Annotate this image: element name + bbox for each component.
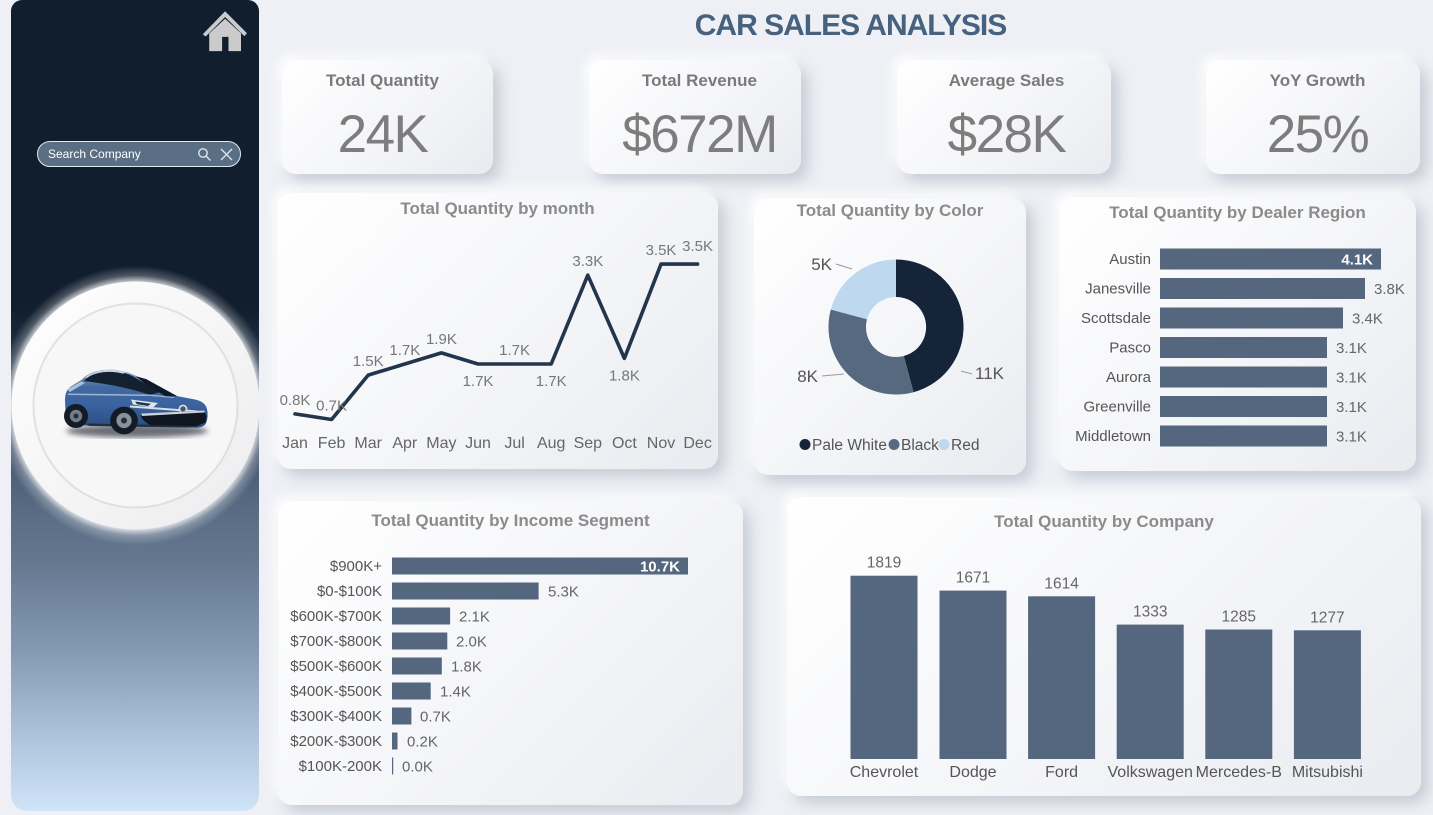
svg-text:Dodge: Dodge [949,764,996,781]
svg-text:0.2K: 0.2K [407,734,438,751]
svg-text:3.1K: 3.1K [1336,399,1367,416]
svg-text:$200K-$300K: $200K-$300K [290,733,382,750]
svg-text:1671: 1671 [956,570,990,587]
svg-text:1.4K: 1.4K [440,684,471,701]
svg-text:$900K+: $900K+ [330,558,382,575]
svg-text:11K: 11K [975,364,1005,383]
svg-text:1277: 1277 [1310,609,1344,626]
svg-text:1.7K: 1.7K [463,373,494,390]
svg-text:Volkswagen: Volkswagen [1108,764,1193,781]
svg-text:1285: 1285 [1222,609,1256,626]
svg-text:Scottsdale: Scottsdale [1081,310,1151,327]
svg-text:3.5K: 3.5K [682,238,713,255]
svg-text:1.7K: 1.7K [499,342,530,359]
svg-text:3.3K: 3.3K [572,253,603,270]
svg-text:Jan: Jan [282,435,308,452]
svg-text:Ford: Ford [1045,764,1078,781]
svg-text:5.3K: 5.3K [548,584,579,601]
svg-text:Mercedes-B: Mercedes-B [1196,764,1282,781]
svg-text:5K: 5K [811,255,832,274]
svg-text:$300K-$400K: $300K-$400K [290,708,382,725]
svg-text:3.1K: 3.1K [1336,370,1367,387]
svg-text:1.8K: 1.8K [451,659,482,676]
svg-text:Pale White: Pale White [812,437,887,454]
svg-text:Jun: Jun [465,435,491,452]
svg-text:Aurora: Aurora [1106,369,1152,386]
svg-text:Black: Black [901,437,939,454]
svg-text:2.1K: 2.1K [459,609,490,626]
svg-text:0.0K: 0.0K [402,759,433,776]
svg-text:3.1K: 3.1K [1336,429,1367,446]
svg-text:Jul: Jul [504,435,524,452]
svg-text:Dec: Dec [683,435,711,452]
svg-text:Chevrolet: Chevrolet [850,764,919,781]
svg-text:Pasco: Pasco [1109,340,1151,357]
svg-text:Aug: Aug [537,435,565,452]
svg-text:1819: 1819 [867,555,901,572]
svg-text:1333: 1333 [1133,604,1167,621]
svg-text:Nov: Nov [647,435,675,452]
svg-text:0.7K: 0.7K [316,398,347,415]
svg-text:2.0K: 2.0K [456,634,487,651]
svg-text:0.7K: 0.7K [420,709,451,726]
svg-text:Apr: Apr [392,435,418,452]
svg-text:4.1K: 4.1K [1341,252,1373,269]
svg-text:1.7K: 1.7K [389,342,420,359]
svg-text:1614: 1614 [1044,575,1079,592]
svg-text:$700K-$800K: $700K-$800K [290,633,382,650]
svg-text:1.9K: 1.9K [426,331,457,348]
svg-text:3.4K: 3.4K [1352,311,1383,328]
svg-text:Red: Red [951,437,979,454]
svg-text:$0-$100K: $0-$100K [317,583,382,600]
svg-text:Middletown: Middletown [1075,428,1151,445]
svg-text:10.7K: 10.7K [640,559,680,576]
svg-text:$100K-200K: $100K-200K [299,758,382,775]
svg-text:3.5K: 3.5K [646,242,677,259]
svg-text:$600K-$700K: $600K-$700K [290,608,382,625]
svg-text:Janesville: Janesville [1085,281,1151,298]
svg-text:$400K-$500K: $400K-$500K [290,683,382,700]
svg-text:8K: 8K [797,367,818,386]
svg-text:1.7K: 1.7K [536,373,567,390]
svg-text:3.1K: 3.1K [1336,340,1367,357]
svg-text:Austin: Austin [1109,251,1151,268]
svg-text:Sep: Sep [574,435,603,452]
svg-text:1.8K: 1.8K [609,367,640,384]
svg-text:May: May [426,435,456,452]
svg-text:Oct: Oct [612,435,637,452]
svg-text:$500K-$600K: $500K-$600K [290,658,382,675]
svg-text:0.8K: 0.8K [280,392,311,409]
svg-text:Mar: Mar [354,435,382,452]
svg-text:Greenville: Greenville [1083,399,1151,416]
svg-text:Mitsubishi: Mitsubishi [1292,764,1363,781]
svg-text:1.5K: 1.5K [353,353,384,370]
svg-text:Feb: Feb [318,435,346,452]
svg-text:3.8K: 3.8K [1374,281,1405,298]
